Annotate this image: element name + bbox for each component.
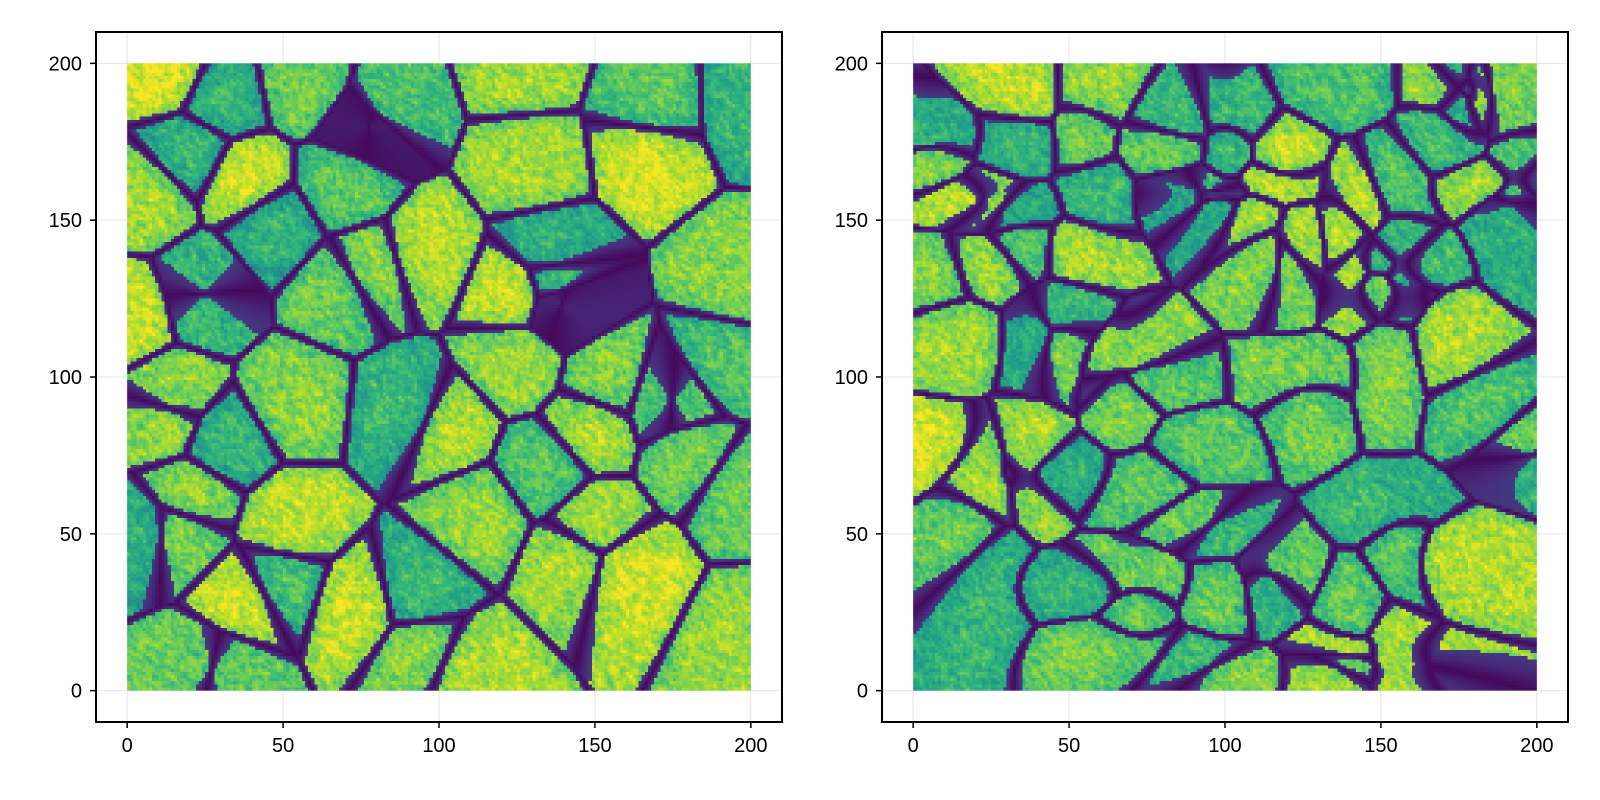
- x-tick-label: 100: [422, 735, 455, 757]
- y-tick-label: 200: [835, 53, 868, 75]
- heatmap-image: [127, 63, 751, 691]
- x-tick-label: 50: [272, 735, 294, 757]
- heatmap-panel-2: 0 50 100 150 200 0 50 100 150 200: [835, 31, 1569, 757]
- y-tick-label: 0: [71, 681, 82, 703]
- x-tick-label: 0: [122, 735, 133, 757]
- x-tick-label: 0: [908, 735, 919, 757]
- x-tick-label: 50: [1058, 735, 1080, 757]
- y-tick-label: 200: [49, 53, 82, 75]
- x-tick-label: 150: [578, 735, 611, 757]
- x-tick-label: 150: [1364, 735, 1397, 757]
- y-tick-label: 0: [857, 681, 868, 703]
- y-tick-label: 100: [49, 367, 82, 389]
- x-tick-label: 200: [1520, 735, 1553, 757]
- x-tick-label: 100: [1208, 735, 1241, 757]
- y-tick-label: 150: [835, 210, 868, 232]
- y-tick-label: 100: [835, 367, 868, 389]
- x-tick-label: 200: [734, 735, 767, 757]
- heatmap-panel-1: 0 50 100 150 200 0 50 100 150 200: [49, 31, 783, 757]
- y-tick-label: 50: [846, 524, 868, 546]
- y-tick-label: 50: [60, 524, 82, 546]
- y-tick-label: 150: [49, 210, 82, 232]
- heatmap-image: [913, 63, 1537, 691]
